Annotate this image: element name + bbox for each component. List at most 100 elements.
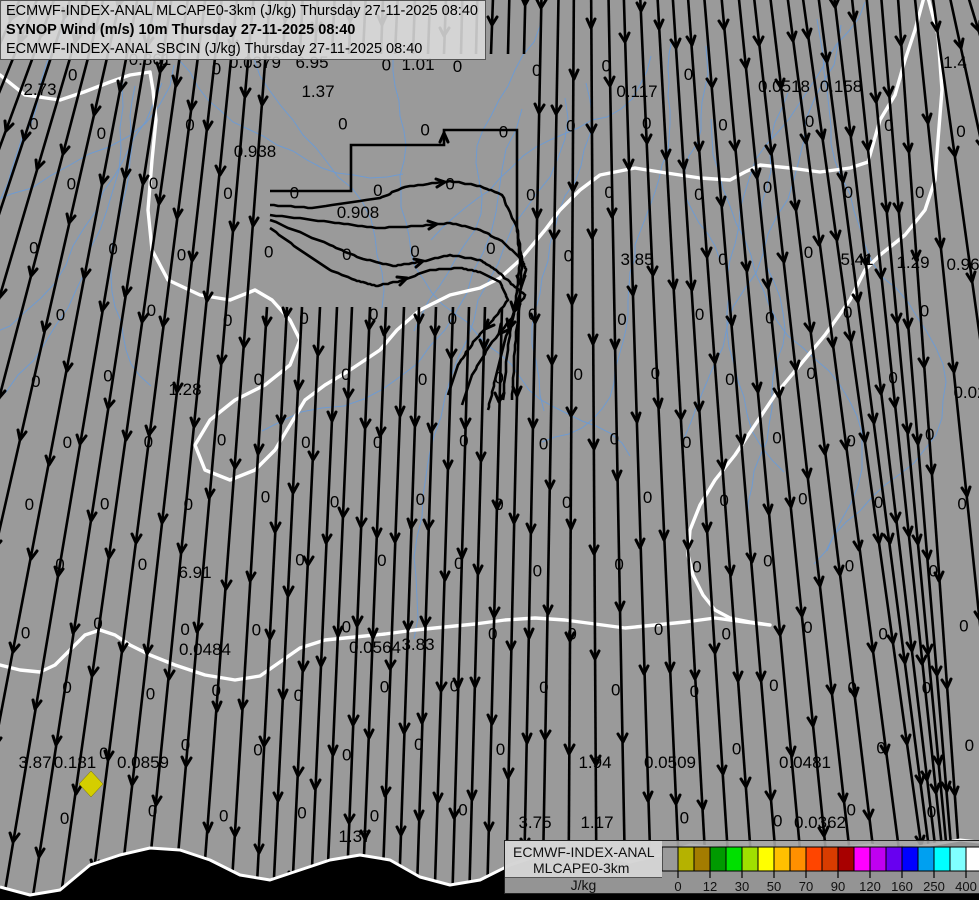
svg-text:0.96: 0.96	[946, 255, 979, 274]
svg-text:0: 0	[148, 801, 157, 820]
svg-text:0.0362: 0.0362	[794, 813, 846, 832]
svg-text:0: 0	[604, 183, 613, 202]
svg-text:0: 0	[806, 364, 815, 383]
svg-text:0: 0	[261, 488, 270, 507]
svg-text:0: 0	[611, 680, 620, 699]
svg-text:5.41: 5.41	[840, 250, 873, 269]
svg-text:0.0518: 0.0518	[758, 77, 810, 96]
svg-text:0: 0	[567, 624, 576, 643]
svg-text:0: 0	[874, 493, 883, 512]
svg-text:0: 0	[99, 744, 108, 763]
svg-text:0: 0	[177, 246, 186, 265]
svg-text:0: 0	[445, 174, 454, 193]
svg-text:0: 0	[732, 740, 741, 759]
svg-text:0: 0	[31, 372, 40, 391]
svg-text:0: 0	[539, 435, 548, 454]
svg-text:0: 0	[721, 625, 730, 644]
svg-text:3.85: 3.85	[620, 250, 653, 269]
svg-text:0: 0	[62, 678, 71, 697]
svg-text:0: 0	[454, 554, 463, 573]
svg-text:0.908: 0.908	[337, 203, 380, 222]
svg-text:0: 0	[847, 678, 856, 697]
svg-text:0.938: 0.938	[234, 142, 277, 161]
svg-text:0: 0	[55, 555, 64, 574]
svg-text:0: 0	[846, 432, 855, 451]
svg-text:0: 0	[957, 495, 966, 514]
svg-text:0: 0	[420, 120, 429, 139]
svg-text:0: 0	[533, 562, 542, 581]
svg-text:0: 0	[920, 301, 929, 320]
svg-text:0: 0	[450, 677, 459, 696]
svg-text:0.02: 0.02	[953, 383, 979, 402]
svg-text:0: 0	[459, 431, 468, 450]
svg-text:0: 0	[925, 425, 934, 444]
svg-text:0: 0	[377, 551, 386, 570]
svg-text:0: 0	[643, 488, 652, 507]
svg-text:0: 0	[763, 178, 772, 197]
svg-text:0: 0	[29, 239, 38, 258]
svg-text:0: 0	[297, 804, 306, 823]
svg-text:0: 0	[414, 735, 423, 754]
svg-text:0: 0	[601, 57, 610, 76]
svg-text:0: 0	[682, 433, 691, 452]
svg-text:0: 0	[184, 495, 193, 514]
svg-text:0: 0	[876, 739, 885, 758]
svg-text:0: 0	[149, 174, 158, 193]
svg-text:0.0509: 0.0509	[644, 753, 696, 772]
svg-text:0: 0	[60, 809, 69, 828]
svg-text:0: 0	[692, 558, 701, 577]
svg-text:0: 0	[342, 746, 351, 765]
svg-text:0: 0	[843, 303, 852, 322]
svg-text:0: 0	[765, 308, 774, 327]
svg-text:0: 0	[212, 60, 221, 79]
svg-text:0: 0	[564, 247, 573, 266]
svg-text:0: 0	[253, 741, 262, 760]
svg-text:0: 0	[494, 495, 503, 514]
svg-text:30: 30	[735, 879, 749, 894]
svg-text:0: 0	[642, 114, 651, 133]
svg-text:0: 0	[223, 184, 232, 203]
svg-text:0: 0	[223, 311, 232, 330]
svg-text:0: 0	[878, 625, 887, 644]
svg-text:0: 0	[562, 493, 571, 512]
svg-text:0: 0	[410, 242, 419, 261]
svg-text:0: 0	[804, 243, 813, 262]
svg-text:0: 0	[499, 123, 508, 142]
svg-text:0: 0	[373, 433, 382, 452]
svg-text:0: 0	[798, 490, 807, 509]
svg-text:0: 0	[965, 736, 974, 755]
svg-text:1.4: 1.4	[943, 53, 967, 72]
svg-text:0: 0	[805, 112, 814, 131]
svg-text:0: 0	[338, 115, 347, 134]
svg-text:0: 0	[100, 495, 109, 514]
svg-text:0: 0	[330, 493, 339, 512]
svg-text:0: 0	[956, 122, 965, 141]
svg-text:1.37: 1.37	[338, 827, 371, 846]
svg-text:0: 0	[448, 310, 457, 329]
svg-text:0.0564: 0.0564	[349, 638, 401, 657]
svg-text:0: 0	[614, 555, 623, 574]
svg-text:90: 90	[831, 879, 845, 894]
svg-text:0: 0	[147, 301, 156, 320]
svg-text:0: 0	[211, 681, 220, 700]
svg-text:0: 0	[959, 616, 968, 635]
svg-text:0: 0	[108, 239, 117, 258]
svg-text:0: 0	[25, 495, 34, 514]
svg-text:0: 0	[528, 305, 537, 324]
svg-text:0: 0	[694, 185, 703, 204]
svg-text:0: 0	[719, 491, 728, 510]
svg-text:0: 0	[290, 183, 299, 202]
svg-text:0: 0	[695, 305, 704, 324]
svg-text:0: 0	[254, 370, 263, 389]
svg-text:0: 0	[342, 245, 351, 264]
svg-text:0: 0	[494, 369, 503, 388]
svg-text:0: 0	[803, 618, 812, 637]
svg-text:70: 70	[799, 879, 813, 894]
svg-text:400: 400	[955, 879, 977, 894]
svg-text:0: 0	[539, 678, 548, 697]
svg-text:1.17: 1.17	[580, 813, 613, 832]
svg-text:0: 0	[725, 370, 734, 389]
svg-text:0: 0	[63, 433, 72, 452]
svg-text:0: 0	[144, 433, 153, 452]
svg-text:0: 0	[773, 812, 782, 831]
